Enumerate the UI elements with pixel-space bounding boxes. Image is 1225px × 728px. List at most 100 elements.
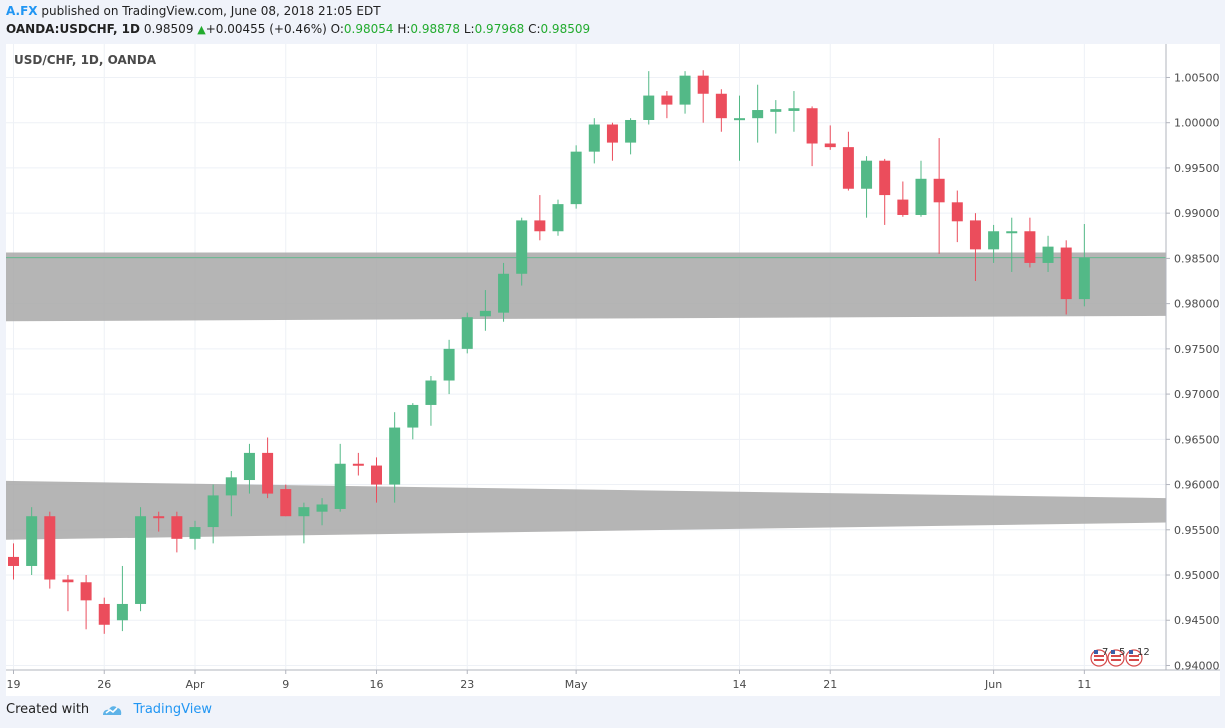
candle-body[interactable] — [1024, 231, 1036, 263]
candle-body[interactable] — [625, 119, 637, 143]
candle-body[interactable] — [135, 516, 147, 604]
candle[interactable] — [588, 118, 600, 164]
candle[interactable] — [1024, 217, 1036, 268]
candle-body[interactable] — [1006, 231, 1018, 234]
candle-body[interactable] — [461, 317, 473, 349]
candle-body[interactable] — [262, 452, 274, 494]
candle[interactable] — [443, 339, 455, 395]
candle[interactable] — [879, 158, 891, 225]
tradingview-link[interactable]: TradingView — [133, 702, 212, 717]
candle[interactable] — [225, 470, 237, 517]
candle[interactable] — [26, 507, 38, 576]
candle-body[interactable] — [225, 477, 237, 496]
candle-body[interactable] — [371, 465, 382, 485]
candle[interactable] — [189, 520, 201, 550]
candle-body[interactable] — [534, 220, 546, 232]
candle-body[interactable] — [1042, 246, 1054, 263]
candle[interactable] — [207, 484, 219, 544]
candle-body[interactable] — [788, 108, 800, 111]
candle[interactable] — [516, 217, 528, 286]
event-flag[interactable]: 5 — [1107, 647, 1125, 667]
candle[interactable] — [915, 160, 927, 217]
candle-body[interactable] — [570, 151, 582, 205]
candle[interactable] — [661, 91, 673, 119]
candle-body[interactable] — [897, 199, 909, 215]
candle-body[interactable] — [552, 204, 564, 232]
price-chart[interactable]: 0.94000 0.94500 0.95000 0.95500 0.96000 0.965… — [6, 44, 1220, 696]
candle[interactable] — [697, 70, 709, 123]
candle[interactable] — [897, 181, 909, 217]
candle[interactable] — [98, 597, 110, 634]
candle-body[interactable] — [842, 147, 854, 189]
candle-body[interactable] — [443, 348, 455, 381]
candle-body[interactable] — [243, 452, 255, 481]
candle-body[interactable] — [988, 231, 1000, 250]
candle-body[interactable] — [352, 463, 364, 466]
candle-body[interactable] — [715, 93, 727, 119]
candle-body[interactable] — [116, 603, 128, 621]
candle-body[interactable] — [479, 310, 491, 317]
candle[interactable] — [407, 403, 419, 440]
candle[interactable] — [498, 262, 510, 322]
candle-body[interactable] — [280, 489, 292, 517]
candle-body[interactable] — [824, 143, 836, 148]
candle[interactable] — [679, 71, 691, 114]
candle-body[interactable] — [153, 516, 165, 519]
candle[interactable] — [969, 213, 981, 282]
candle[interactable] — [62, 575, 74, 612]
candle-body[interactable] — [734, 118, 745, 121]
candle[interactable] — [770, 100, 782, 134]
candle-body[interactable] — [298, 507, 310, 517]
candle-body[interactable] — [98, 603, 110, 625]
candle[interactable] — [171, 511, 183, 553]
candle[interactable] — [153, 511, 165, 532]
candle-body[interactable] — [951, 202, 963, 222]
candle-body[interactable] — [171, 516, 183, 539]
candle-body[interactable] — [44, 516, 56, 580]
candle[interactable] — [316, 498, 328, 526]
candle[interactable] — [352, 452, 364, 476]
candle[interactable] — [8, 543, 19, 580]
candle-body[interactable] — [407, 404, 419, 428]
author-name[interactable]: A.FX — [6, 4, 38, 18]
candle[interactable] — [389, 412, 401, 503]
candle-body[interactable] — [806, 108, 818, 144]
x-axis[interactable]: 19 26 Apr 9 16 23 May 14 21 Jun 11 — [7, 670, 1092, 691]
economic-events[interactable]: 7 5 12 — [1090, 647, 1150, 667]
candle[interactable] — [116, 565, 128, 632]
candles[interactable] — [8, 70, 1090, 634]
candle[interactable] — [243, 443, 255, 494]
candle[interactable] — [861, 156, 873, 218]
candle[interactable] — [951, 190, 963, 243]
candle-body[interactable] — [770, 109, 782, 112]
candle[interactable] — [80, 575, 92, 630]
y-axis[interactable]: 0.94000 0.94500 0.95000 0.95500 0.96000 0.965… — [1166, 71, 1220, 672]
candle[interactable] — [298, 502, 310, 544]
candle[interactable] — [734, 95, 745, 161]
candle[interactable] — [334, 443, 346, 512]
candle[interactable] — [625, 118, 637, 155]
candle-body[interactable] — [8, 556, 19, 566]
candle[interactable] — [933, 138, 945, 254]
candle[interactable] — [461, 312, 473, 354]
candle-body[interactable] — [80, 582, 92, 601]
candle[interactable] — [715, 89, 727, 132]
candle[interactable] — [479, 290, 491, 331]
candle-body[interactable] — [606, 124, 618, 143]
candle[interactable] — [806, 106, 818, 167]
candle[interactable] — [643, 71, 655, 125]
candle[interactable] — [988, 224, 1000, 263]
candle[interactable] — [135, 507, 147, 612]
candle-body[interactable] — [933, 178, 945, 203]
candle[interactable] — [1078, 224, 1090, 307]
candle[interactable] — [606, 122, 618, 161]
candle-body[interactable] — [661, 95, 673, 105]
candle-body[interactable] — [207, 495, 219, 528]
candle-body[interactable] — [26, 516, 38, 566]
candle-body[interactable] — [697, 75, 709, 94]
candle[interactable] — [1060, 240, 1072, 315]
candle-body[interactable] — [425, 380, 437, 405]
candle-body[interactable] — [861, 160, 873, 189]
event-flag[interactable]: 12 — [1125, 647, 1150, 667]
candle-body[interactable] — [62, 579, 74, 583]
